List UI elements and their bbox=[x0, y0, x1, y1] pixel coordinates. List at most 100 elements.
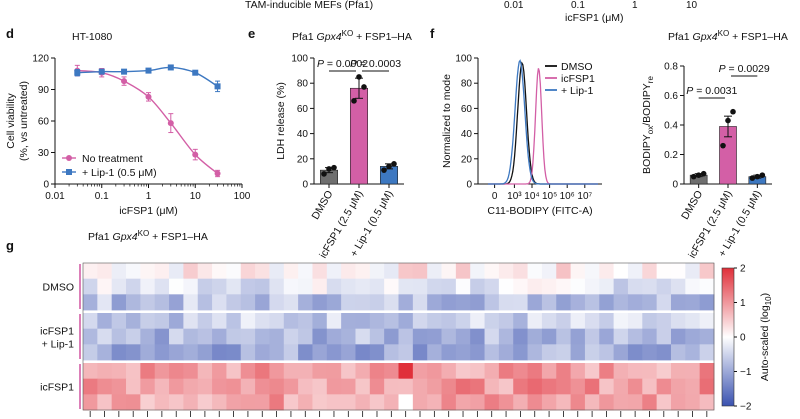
heatmap-cell bbox=[427, 328, 442, 345]
heatmap-cell bbox=[197, 378, 213, 395]
heatmap-cell bbox=[269, 328, 285, 345]
heatmap-cell bbox=[355, 363, 371, 380]
heatmap-cell bbox=[212, 344, 227, 361]
heatmap-cell bbox=[212, 328, 227, 345]
heatmap-cell bbox=[197, 328, 213, 345]
heatmap-cell bbox=[642, 313, 658, 330]
heatmap-cell bbox=[298, 278, 313, 295]
heatmap-border bbox=[82, 262, 715, 411]
heatmap-cell bbox=[298, 363, 313, 380]
d-point bbox=[121, 68, 128, 75]
heatmap-cell bbox=[498, 313, 514, 330]
heatmap-cell bbox=[283, 278, 299, 295]
heatmap-cell bbox=[126, 344, 141, 361]
heatmap-cell bbox=[355, 294, 371, 311]
heatmap-cell bbox=[126, 313, 141, 330]
heatmap-cell bbox=[97, 278, 113, 295]
heatmap-cell bbox=[599, 378, 615, 395]
heatmap-cell bbox=[699, 363, 715, 380]
heatmap-cell bbox=[240, 278, 256, 295]
heatmap-cell bbox=[613, 378, 629, 395]
panel-f2-ylabel-a: BODIPY bbox=[641, 134, 653, 174]
heatmap-cell bbox=[212, 378, 227, 395]
panel-f2-ylabel-b: /BODIPY bbox=[641, 83, 653, 126]
heatmap-cell bbox=[599, 263, 615, 280]
heatmap-cell bbox=[312, 378, 328, 395]
d-xtick-label: 0.01 bbox=[45, 191, 65, 202]
heatmap-cell bbox=[312, 263, 328, 280]
heatmap-cell bbox=[240, 263, 256, 280]
heatmap-cell bbox=[427, 378, 442, 395]
heatmap-cell bbox=[570, 263, 586, 280]
heatmap-cell bbox=[83, 394, 98, 411]
heatmap-cell bbox=[97, 328, 113, 345]
heatmap-cell bbox=[326, 363, 342, 380]
heatmap-cell bbox=[541, 294, 557, 311]
d-xtick-label: 0.1 bbox=[95, 191, 109, 202]
d-legend-marker bbox=[66, 155, 72, 161]
heatmap-cell bbox=[369, 344, 385, 361]
heatmap-cell bbox=[255, 394, 270, 411]
heatmap-cell bbox=[427, 294, 442, 311]
heatmap-cell bbox=[355, 263, 371, 280]
heatmap-cell bbox=[541, 313, 557, 330]
panel-e-datapoint bbox=[351, 98, 357, 104]
heatmap-cell bbox=[212, 313, 227, 330]
heatmap-cell bbox=[226, 363, 242, 380]
d-ytick-label: 0 bbox=[43, 180, 49, 191]
heatmap-cell bbox=[613, 278, 629, 295]
panel-e-sig-label: P = 0.0003 bbox=[350, 58, 401, 70]
heatmap-cell bbox=[599, 328, 615, 345]
heatmap-cell bbox=[584, 363, 600, 380]
panel-f2-sig-value: = 0.0031 bbox=[693, 85, 737, 97]
heatmap-cell bbox=[670, 328, 686, 345]
d-point bbox=[214, 170, 221, 177]
heatmap-cell bbox=[412, 294, 428, 311]
heatmap-cell bbox=[240, 394, 256, 411]
heatmap-cell bbox=[111, 294, 127, 311]
heatmap-cell bbox=[556, 394, 571, 411]
heatmap-cell bbox=[97, 294, 113, 311]
heatmap-cell bbox=[97, 313, 113, 330]
heatmap-cell bbox=[126, 328, 141, 345]
heatmap-cell bbox=[312, 294, 328, 311]
heatmap-cell bbox=[685, 313, 701, 330]
heatmap-cell bbox=[427, 363, 442, 380]
heatmap-cell bbox=[570, 313, 586, 330]
heatmap-cell bbox=[470, 394, 485, 411]
heatmap-cell bbox=[470, 378, 485, 395]
heatmap-cell bbox=[183, 294, 199, 311]
heatmap-cell bbox=[584, 344, 600, 361]
heatmap-cell bbox=[255, 378, 270, 395]
heatmap-cell bbox=[527, 344, 543, 361]
f-ytick-label: 20 bbox=[461, 154, 473, 165]
heatmap-cell bbox=[484, 294, 500, 311]
heatmap-cell bbox=[341, 328, 356, 345]
panel-e-title: Pfa1 Gpx4KO + FSP1–HA bbox=[292, 29, 412, 43]
heatmap-group-label: icFSP1 + Lip-1 bbox=[40, 326, 74, 351]
heatmap-cell bbox=[197, 294, 213, 311]
panel-e-ytick-label: 0 bbox=[302, 180, 308, 191]
heatmap-cell bbox=[169, 378, 184, 395]
heatmap-cell bbox=[226, 278, 242, 295]
heatmap-cell bbox=[670, 363, 686, 380]
heatmap-cell bbox=[183, 263, 199, 280]
f-ytick-label: 100 bbox=[455, 54, 472, 65]
heatmap-cell bbox=[513, 328, 528, 345]
heatmap-group-label: DMSO bbox=[43, 282, 75, 294]
panel-e-datapoint bbox=[361, 84, 367, 90]
panel-f2-ylabel-sub2: re bbox=[646, 76, 655, 84]
heatmap-cell bbox=[484, 344, 500, 361]
heatmap-cell bbox=[541, 328, 557, 345]
heatmap-cell bbox=[140, 278, 156, 295]
heatmap-cell bbox=[240, 313, 256, 330]
heatmap-cell bbox=[83, 328, 98, 345]
heatmap-group-label-l2: + Lip-1 bbox=[42, 339, 75, 351]
heatmap-cell bbox=[527, 394, 543, 411]
d-point bbox=[192, 69, 199, 76]
heatmap-cell bbox=[613, 328, 629, 345]
f-xtick-label: 10⁷ bbox=[577, 191, 592, 202]
heatmap-cell bbox=[341, 263, 356, 280]
panel-e-datapoint bbox=[391, 161, 397, 167]
heatmap-cell bbox=[441, 378, 457, 395]
